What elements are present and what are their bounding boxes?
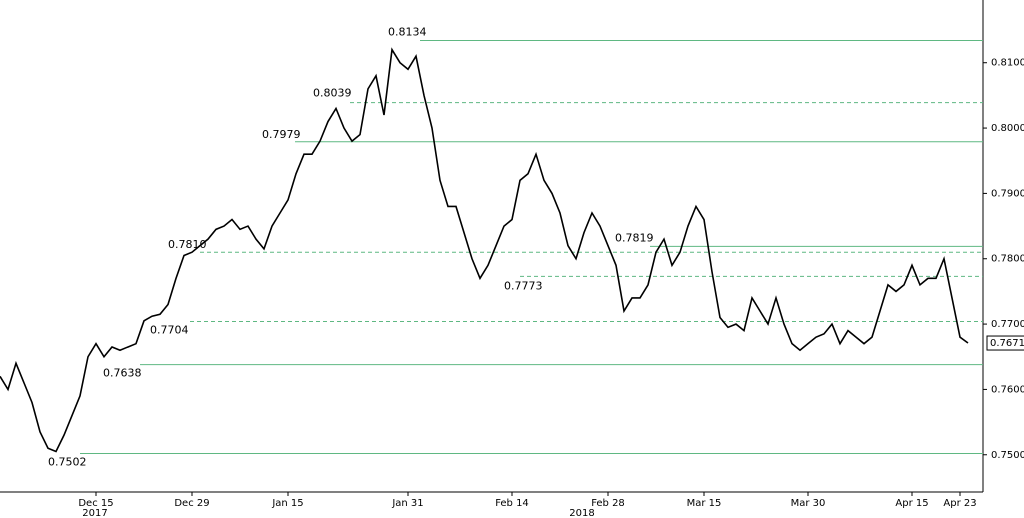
x-tick-label: Jan 15 bbox=[271, 498, 303, 509]
level-label: 0.7819 bbox=[615, 231, 654, 244]
y-tick-label: 0.7800 bbox=[991, 254, 1024, 265]
x-tick-label: Mar 15 bbox=[687, 498, 722, 509]
x-tick-label: Dec 29 bbox=[174, 498, 209, 509]
y-tick-label: 0.7700 bbox=[991, 319, 1024, 330]
x-tick-label: Mar 30 bbox=[791, 498, 826, 509]
x-tick-label: Apr 15 bbox=[895, 498, 928, 509]
x-tick-label: Feb 14 bbox=[495, 498, 529, 509]
level-label: 0.8039 bbox=[313, 87, 352, 100]
x-tick-label: Jan 31 bbox=[391, 498, 423, 509]
x-tick-label: Apr 23 bbox=[943, 498, 976, 509]
y-tick-label: 0.7900 bbox=[991, 188, 1024, 199]
last-price-label: 0.7671 bbox=[990, 338, 1024, 349]
level-label: 0.7502 bbox=[48, 455, 87, 468]
last-price-box bbox=[986, 335, 1024, 351]
year-label: 2018 bbox=[569, 508, 594, 518]
level-label: 0.7638 bbox=[103, 367, 142, 380]
y-tick-label: 0.7600 bbox=[991, 384, 1024, 395]
y-tick-label: 0.8100 bbox=[991, 58, 1024, 69]
y-tick-label: 0.8000 bbox=[991, 123, 1024, 134]
year-label: 2017 bbox=[82, 508, 107, 518]
level-label: 0.7773 bbox=[504, 279, 543, 292]
x-tick-label: Feb 28 bbox=[591, 498, 625, 509]
level-label: 0.8134 bbox=[388, 26, 427, 39]
level-label: 0.7704 bbox=[150, 323, 189, 336]
x-tick-label: Dec 15 bbox=[78, 498, 113, 509]
price-line bbox=[0, 47, 969, 453]
level-label: 0.7979 bbox=[262, 128, 301, 141]
y-tick-label: 0.7500 bbox=[991, 450, 1024, 461]
